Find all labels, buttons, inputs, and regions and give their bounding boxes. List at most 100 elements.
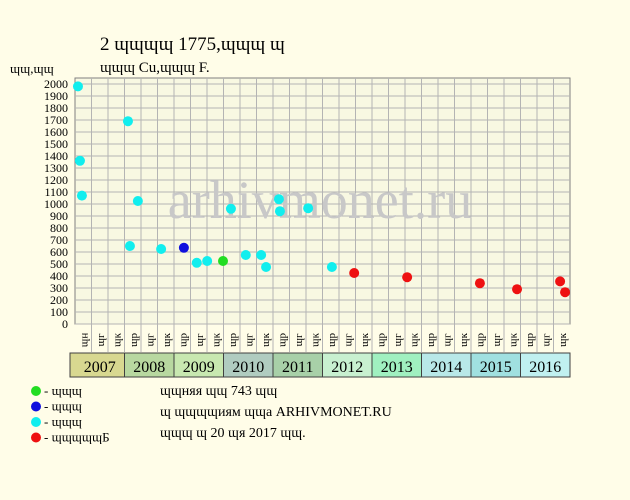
column-label: ɰг [194,333,206,347]
column-label: ɰр [177,332,189,347]
y-tick-label: 300 [50,281,68,295]
column-label: ɰг [441,333,453,347]
column-label: ɰк [161,332,173,347]
year-cell [520,352,571,378]
y-tick-label: 1500 [44,137,68,151]
point [202,256,213,266]
y-tick-label: 600 [50,245,68,259]
year-cell [124,352,175,378]
point [76,190,87,201]
y-tick-label: 1200 [44,173,68,187]
column-label: ɰк [309,332,321,347]
column-label: ɰг [540,333,552,347]
y-tick-label: 1900 [44,89,68,103]
y-tick-label: 1700 [44,113,68,127]
year-cell [371,352,422,378]
y-tick-label: 800 [50,221,68,235]
point [256,250,267,260]
column-label: ɰк [359,332,371,347]
year-cell [421,352,472,378]
year-label: 2009 [183,359,215,376]
column-label: ɰг [392,333,404,347]
point [124,241,135,251]
point [349,268,360,278]
year-label: 2008 [133,359,165,376]
point [191,257,202,268]
point [218,256,229,266]
y-tick-label: 1800 [44,101,68,115]
point [402,272,413,283]
y-tick-label: 2000 [44,77,68,91]
year-label: 2015 [480,359,512,376]
y-tick-label: 500 [50,257,68,271]
chart-subtitle: ɰɰɰ Cu,ɰɰɰ F. [100,60,210,76]
point [512,284,523,295]
y-tick-label: 400 [50,269,68,283]
y-axis-label: ɰɰ,ɰɰ [10,61,54,76]
point [132,196,143,206]
column-label: ɰр [375,332,387,347]
year-cell [322,352,373,378]
note: ɰ ɰɰɰɰиям ɰɰа ARHIVMONET.RU [160,405,392,420]
column-label: ɰр [276,332,288,347]
point [72,81,83,92]
year-label: 2007 [84,359,116,376]
legend-label: - ɰɰɰ [44,383,82,398]
year-label: 2014 [430,359,462,376]
column-label: ɰг [144,333,156,347]
column-label: ɰк [507,332,519,347]
year-label: 2016 [529,359,561,376]
year-label: 2010 [232,359,264,376]
year-cell [272,352,323,378]
column-label: ɰр [227,332,239,347]
column-label: ɰк [260,332,272,347]
year-cell [173,352,224,378]
y-tick-label: 0 [62,317,68,331]
y-tick-label: 700 [50,233,68,247]
legend-marker [31,401,41,412]
column-label: ɰр [326,332,338,347]
note: ɰɰɰ ɰ 20 ɰя 2017 ɰɰ. [160,426,306,441]
column-label: ɰг [342,333,354,347]
point [326,262,337,272]
column-label: ɰг [95,333,107,347]
point [122,116,133,127]
point [74,155,85,166]
column-label: ɰк [111,332,123,347]
point [225,203,236,214]
column-label: ɰр [524,332,536,347]
legend-marker [31,432,41,443]
point [178,242,189,253]
y-tick-label: 100 [50,305,68,319]
point [555,276,566,287]
legend-label: - ɰɰɰɰɰБ [44,430,110,445]
column-label: ɰк [458,332,470,347]
watermark: arhivmonet.ru [168,170,472,230]
year-label: 2012 [331,359,363,376]
y-tick-label: 1000 [44,197,68,211]
point [273,194,284,205]
column-label: ɰр [425,332,437,347]
point [261,262,272,272]
column-label: ɰк [408,332,420,347]
legend-marker [31,386,41,396]
note: ɰɰняя ɰɰ 743 ɰɰ [160,384,277,399]
point [474,278,485,289]
year-label: 2013 [381,359,413,376]
y-tick-label: 900 [50,209,68,223]
y-tick-label: 200 [50,293,68,307]
column-label: ɰг [243,333,255,347]
column-label: ɰн [78,333,90,348]
column-label: ɰк [210,332,222,347]
y-tick-label: 1600 [44,125,68,139]
year-cell [69,352,125,378]
point [274,206,285,217]
year-cell [223,352,274,378]
y-tick-label: 1300 [44,161,68,175]
point [303,203,314,214]
column-label: ɰг [491,333,503,347]
year-label: 2011 [282,359,313,376]
point [560,287,571,298]
chart-title: 2 ɰɰɰɰ 1775,ɰɰɰ ɰ [100,34,285,55]
